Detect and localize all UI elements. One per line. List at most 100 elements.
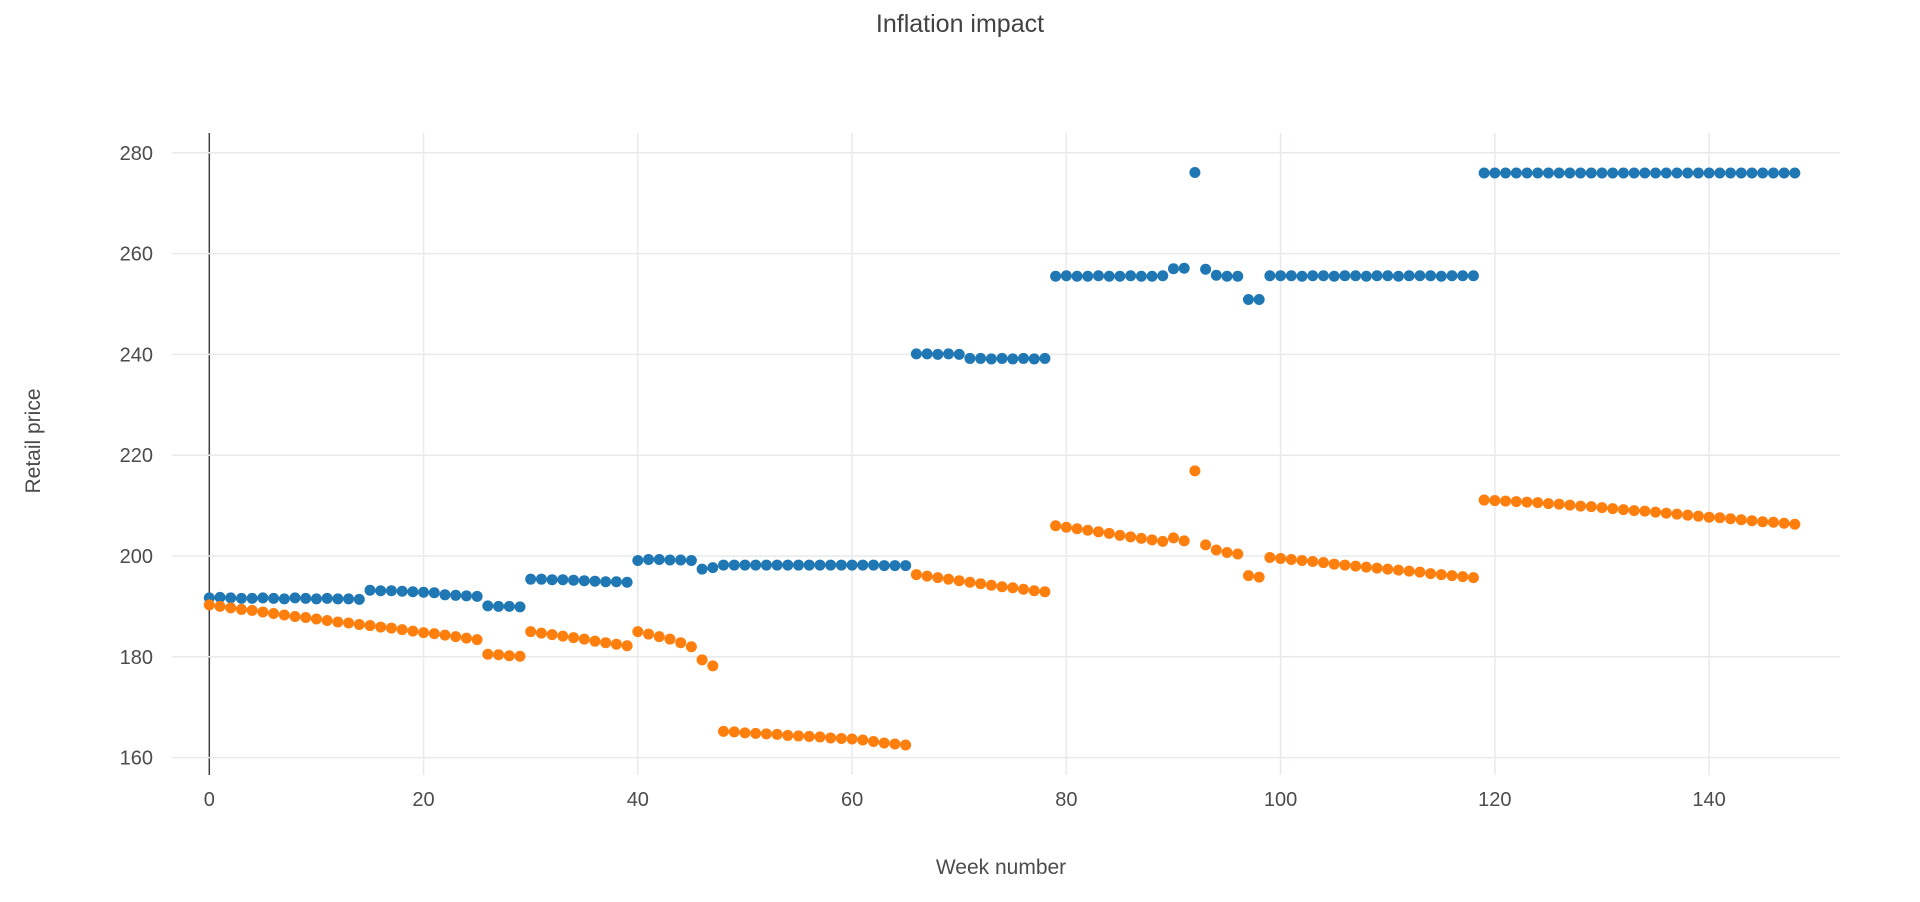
- data-point[interactable]: [246, 604, 258, 616]
- data-point[interactable]: [771, 559, 783, 571]
- data-point[interactable]: [1007, 353, 1019, 365]
- data-point[interactable]: [1489, 495, 1501, 507]
- data-point[interactable]: [1478, 167, 1490, 179]
- data-point[interactable]: [235, 592, 247, 604]
- data-point[interactable]: [1039, 586, 1051, 598]
- data-point[interactable]: [525, 626, 537, 638]
- data-point[interactable]: [418, 586, 430, 598]
- data-point[interactable]: [996, 352, 1008, 364]
- data-point[interactable]: [1564, 167, 1576, 179]
- data-point[interactable]: [825, 732, 837, 744]
- data-point[interactable]: [1650, 506, 1662, 518]
- data-point[interactable]: [985, 353, 997, 365]
- data-point[interactable]: [225, 592, 237, 604]
- data-point[interactable]: [214, 591, 226, 603]
- data-point[interactable]: [835, 559, 847, 571]
- data-point[interactable]: [450, 589, 462, 601]
- data-point[interactable]: [1628, 167, 1640, 179]
- data-point[interactable]: [407, 625, 419, 637]
- data-point[interactable]: [1596, 502, 1608, 514]
- data-point[interactable]: [1446, 570, 1458, 582]
- data-point[interactable]: [1296, 270, 1308, 282]
- data-point[interactable]: [696, 563, 708, 575]
- data-point[interactable]: [1553, 167, 1565, 179]
- data-point[interactable]: [1767, 516, 1779, 528]
- data-point[interactable]: [718, 725, 730, 737]
- data-point[interactable]: [1060, 521, 1072, 533]
- data-point[interactable]: [1125, 531, 1137, 543]
- data-point[interactable]: [1478, 494, 1490, 506]
- data-point[interactable]: [589, 635, 601, 647]
- data-point[interactable]: [750, 727, 762, 739]
- data-point[interactable]: [460, 590, 472, 602]
- data-point[interactable]: [942, 573, 954, 585]
- data-point[interactable]: [1628, 505, 1640, 517]
- data-point[interactable]: [1714, 167, 1726, 179]
- data-point[interactable]: [1210, 269, 1222, 281]
- data-point[interactable]: [985, 579, 997, 591]
- data-point[interactable]: [1339, 559, 1351, 571]
- data-point[interactable]: [878, 560, 890, 572]
- data-point[interactable]: [1585, 501, 1597, 513]
- data-point[interactable]: [1414, 566, 1426, 578]
- data-point[interactable]: [503, 650, 515, 662]
- data-point[interactable]: [1467, 270, 1479, 282]
- data-point[interactable]: [685, 555, 697, 567]
- data-point[interactable]: [814, 559, 826, 571]
- data-point[interactable]: [364, 620, 376, 632]
- data-point[interactable]: [1607, 503, 1619, 515]
- data-point[interactable]: [407, 586, 419, 598]
- data-point[interactable]: [1682, 167, 1694, 179]
- data-point[interactable]: [1778, 167, 1790, 179]
- data-point[interactable]: [385, 622, 397, 634]
- data-point[interactable]: [610, 638, 622, 650]
- data-point[interactable]: [203, 599, 215, 611]
- data-point[interactable]: [385, 585, 397, 597]
- data-point[interactable]: [1178, 535, 1190, 547]
- data-point[interactable]: [1017, 583, 1029, 595]
- data-point[interactable]: [1125, 270, 1137, 282]
- data-point[interactable]: [1553, 498, 1565, 510]
- data-point[interactable]: [1264, 270, 1276, 282]
- data-point[interactable]: [1157, 535, 1169, 547]
- data-point[interactable]: [471, 590, 483, 602]
- data-point[interactable]: [1542, 498, 1554, 510]
- data-point[interactable]: [975, 578, 987, 590]
- data-point[interactable]: [1489, 167, 1501, 179]
- data-point[interactable]: [1071, 523, 1083, 535]
- data-point[interactable]: [1360, 561, 1372, 573]
- data-point[interactable]: [460, 632, 472, 644]
- data-point[interactable]: [760, 728, 772, 740]
- data-point[interactable]: [1671, 508, 1683, 520]
- data-point[interactable]: [1360, 270, 1372, 282]
- data-point[interactable]: [471, 634, 483, 646]
- data-point[interactable]: [643, 628, 655, 640]
- data-point[interactable]: [375, 621, 387, 633]
- data-point[interactable]: [225, 602, 237, 614]
- data-point[interactable]: [396, 624, 408, 636]
- data-point[interactable]: [857, 734, 869, 746]
- data-point[interactable]: [910, 569, 922, 581]
- data-point[interactable]: [921, 570, 933, 582]
- data-point[interactable]: [450, 631, 462, 643]
- data-point[interactable]: [1757, 167, 1769, 179]
- data-point[interactable]: [1692, 510, 1704, 522]
- data-point[interactable]: [589, 575, 601, 587]
- data-point[interactable]: [739, 559, 751, 571]
- data-point[interactable]: [428, 587, 440, 599]
- data-point[interactable]: [300, 592, 312, 604]
- data-point[interactable]: [1403, 565, 1415, 577]
- data-point[interactable]: [257, 592, 269, 604]
- data-point[interactable]: [1575, 500, 1587, 512]
- data-point[interactable]: [953, 575, 965, 587]
- data-point[interactable]: [1092, 270, 1104, 282]
- data-point[interactable]: [246, 592, 258, 604]
- data-point[interactable]: [568, 632, 580, 644]
- data-point[interactable]: [1735, 167, 1747, 179]
- data-point[interactable]: [214, 600, 226, 612]
- data-point[interactable]: [482, 648, 494, 660]
- data-point[interactable]: [1146, 534, 1158, 546]
- data-point[interactable]: [1435, 569, 1447, 581]
- data-point[interactable]: [289, 592, 301, 604]
- data-point[interactable]: [1060, 270, 1072, 282]
